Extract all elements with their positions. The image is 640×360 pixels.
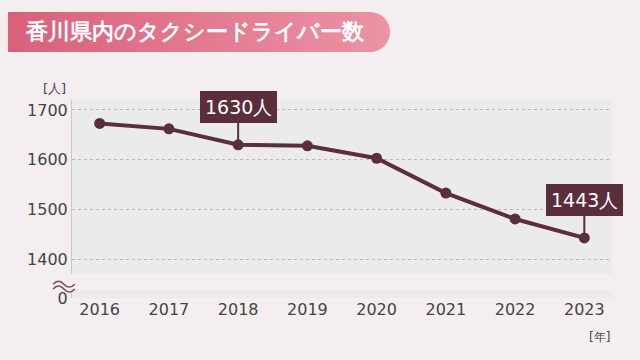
svg-text:2017: 2017 [149,300,190,319]
svg-text:[年]: [年] [589,330,610,344]
svg-text:1630人: 1630人 [205,96,272,118]
svg-text:2020: 2020 [356,300,397,319]
svg-text:2023: 2023 [564,300,605,319]
svg-text:0: 0 [58,289,68,308]
svg-text:1600: 1600 [27,150,68,169]
svg-text:[人]: [人] [43,81,66,96]
svg-text:1400: 1400 [27,250,68,269]
svg-text:2022: 2022 [495,300,536,319]
svg-text:1700: 1700 [27,101,68,120]
svg-text:2019: 2019 [287,300,328,319]
html-text:香川県内のタクシードライバー数: 香川県内のタクシードライバー数 [26,19,364,44]
svg-text:1500: 1500 [27,200,68,219]
svg-text:2018: 2018 [218,300,259,319]
svg-text:2016: 2016 [79,300,120,319]
svg-text:1443人: 1443人 [551,189,618,211]
svg-text:2021: 2021 [425,300,466,319]
